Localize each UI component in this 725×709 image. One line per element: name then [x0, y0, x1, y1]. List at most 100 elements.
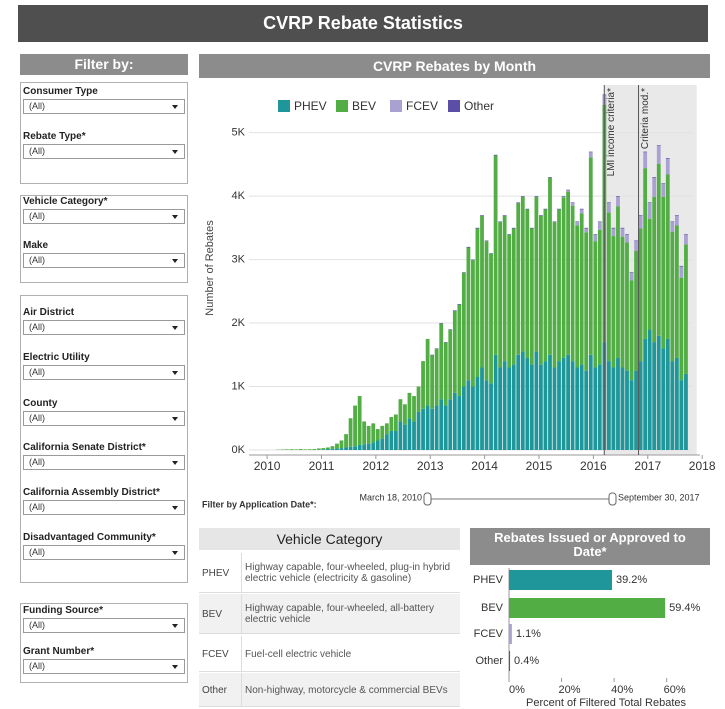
bar-segment: [584, 228, 589, 233]
filter-dropdown[interactable]: (All): [23, 320, 185, 335]
bar-segment: [684, 244, 688, 374]
y-tick-label: 2K: [232, 317, 246, 329]
bar-segment: [362, 444, 367, 450]
filter-dropdown[interactable]: (All): [23, 659, 185, 674]
bar-segment: [638, 215, 643, 216]
table-row: PHEV Highway capable, four-wheeled, plug-…: [199, 553, 460, 593]
bar-segment: [466, 246, 471, 248]
filter-dropdown[interactable]: (All): [23, 545, 185, 560]
bar-segment: [597, 221, 602, 223]
bar-segment: [566, 190, 571, 192]
bar-segment: [280, 449, 285, 450]
bar-segment: [656, 145, 661, 164]
date-slider-handle[interactable]: [608, 492, 617, 506]
bar-segment: [312, 449, 317, 450]
dropdown-value: (All): [29, 211, 45, 221]
filter-dropdown[interactable]: (All): [23, 618, 185, 633]
bar-segment: [584, 227, 589, 229]
bar-segment: [525, 357, 530, 450]
bar-segment: [539, 215, 543, 365]
bar-segment: [434, 405, 439, 450]
bar-segment: [561, 197, 566, 358]
bar-segment: [548, 354, 552, 450]
filter-group: [20, 295, 188, 583]
bar-segment: [620, 228, 625, 237]
bar-segment: [384, 434, 389, 450]
bar-segment: [529, 227, 534, 229]
bar-segment: [548, 177, 552, 178]
hbar-value-label: 39.2%: [616, 574, 647, 586]
y-tick-label: 5K: [232, 127, 246, 139]
bar-segment: [475, 228, 480, 377]
hbar-value-label: 1.1%: [516, 628, 541, 640]
bar-segment: [393, 430, 398, 450]
bar-segment: [557, 209, 561, 362]
bar-segment: [629, 380, 634, 450]
x-tick-label: 2012: [363, 459, 390, 473]
bar-segment: [616, 196, 620, 197]
bar-segment: [629, 272, 634, 273]
bar-segment: [593, 241, 598, 368]
date-slider-handle[interactable]: [423, 492, 432, 506]
bar-segment: [656, 145, 661, 146]
x-tick-label: 2014: [471, 459, 498, 473]
filter-dropdown[interactable]: (All): [23, 144, 185, 159]
chart-header: CVRP Rebates by Month: [199, 54, 710, 78]
bar-segment: [575, 225, 580, 368]
bar-segment: [534, 196, 539, 197]
filter-label: Make: [23, 240, 49, 251]
bar-segment: [634, 250, 638, 371]
legend-swatch: [390, 100, 402, 112]
bar-segment: [353, 405, 357, 447]
filter-dropdown[interactable]: (All): [23, 253, 185, 268]
bar-segment: [416, 411, 421, 450]
hbar-value-label: 59.4%: [669, 602, 700, 614]
bar-segment: [407, 418, 412, 450]
x-tick-label: 2015: [526, 459, 553, 473]
filter-dropdown[interactable]: (All): [23, 365, 185, 380]
dropdown-value: (All): [29, 661, 45, 671]
bar-segment: [457, 396, 462, 450]
filter-dropdown[interactable]: (All): [23, 209, 185, 224]
bar-segment: [588, 151, 593, 153]
bar-segment: [294, 449, 299, 450]
bar-segment: [552, 367, 557, 450]
bar-segment: [457, 304, 462, 305]
bar-segment: [339, 440, 344, 449]
filter-dropdown[interactable]: (All): [23, 455, 185, 470]
hbar-tick-label: 60%: [664, 684, 686, 696]
bar-segment: [330, 448, 335, 450]
bar-segment: [348, 446, 353, 450]
bar-segment: [665, 158, 670, 159]
annotation-text: LMI income criteria*: [606, 88, 617, 176]
bar-segment: [661, 348, 666, 450]
bar-segment: [625, 370, 629, 450]
filter-label: California Assembly District*: [23, 487, 160, 498]
bar-segment: [380, 438, 385, 450]
bar-segment: [652, 177, 657, 178]
bar-segment: [625, 234, 629, 235]
bar-segment: [638, 361, 643, 450]
hbar-category-label: PHEV: [473, 574, 504, 586]
bar-segment: [643, 168, 648, 339]
bar-segment: [647, 329, 652, 450]
bar-segment: [674, 215, 679, 216]
dropdown-arrow: [172, 371, 178, 375]
filter-dropdown[interactable]: (All): [23, 500, 185, 515]
bar-segment: [285, 449, 289, 450]
bar-segment: [634, 370, 638, 450]
table-cell-code: Other: [202, 684, 228, 696]
bar-segment: [421, 408, 425, 450]
filter-dropdown[interactable]: (All): [23, 99, 185, 114]
bar-segment: [507, 234, 512, 235]
bar-segment: [674, 225, 679, 358]
bar-segment: [606, 361, 611, 450]
dropdown-value: (All): [29, 101, 45, 111]
filter-dropdown[interactable]: (All): [23, 411, 185, 426]
annotation-text: Criteria mod.*: [640, 88, 651, 149]
bar-segment: [566, 191, 571, 355]
filter-label: Consumer Type: [23, 86, 98, 97]
dropdown-value: (All): [29, 620, 45, 630]
bar-segment: [543, 208, 548, 210]
